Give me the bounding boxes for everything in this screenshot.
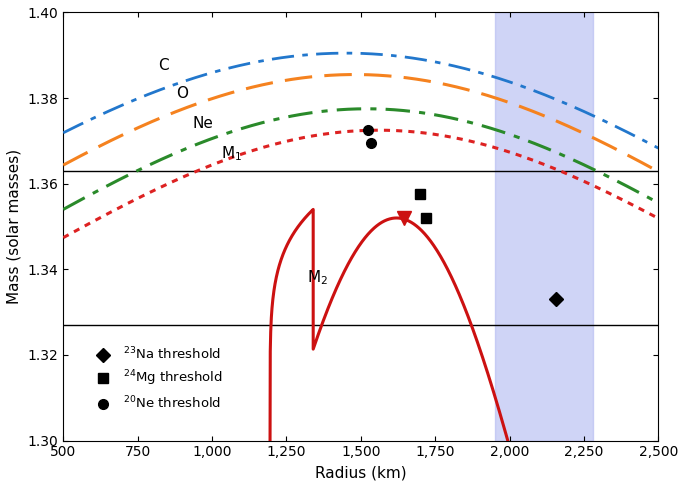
Text: M$_1$: M$_1$ — [221, 145, 242, 163]
X-axis label: Radius (km): Radius (km) — [315, 465, 407, 480]
Text: C: C — [158, 58, 169, 74]
Legend: $^{23}$Na threshold, $^{24}$Mg threshold, $^{20}$Ne threshold: $^{23}$Na threshold, $^{24}$Mg threshold… — [85, 340, 228, 417]
Text: Ne: Ne — [192, 116, 214, 131]
Text: O: O — [176, 86, 188, 101]
Text: M$_2$: M$_2$ — [308, 268, 328, 287]
Y-axis label: Mass (solar masses): Mass (solar masses) — [7, 149, 22, 304]
Bar — [495, 13, 593, 441]
